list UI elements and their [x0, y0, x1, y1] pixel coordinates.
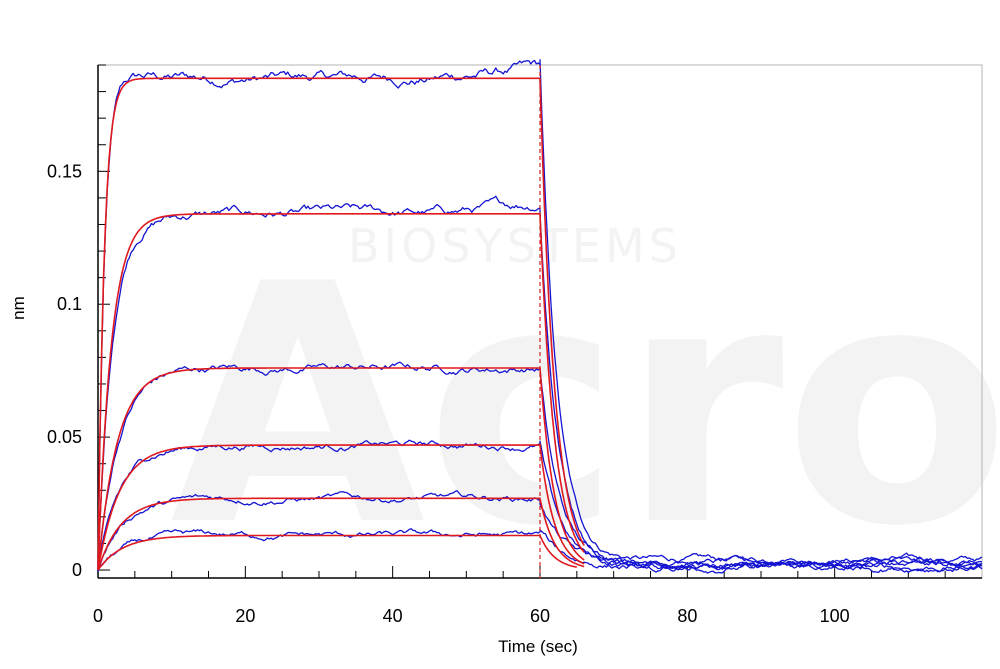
x-tick-label: 40	[383, 606, 403, 626]
fitted-curve	[97, 77, 585, 571]
measured-curve	[97, 439, 983, 574]
y-tick-label: 0.15	[47, 161, 82, 181]
y-tick-label: 0.1	[57, 294, 82, 314]
x-tick-label: 100	[820, 606, 850, 626]
fitted-curve	[97, 367, 585, 571]
series-layer	[97, 59, 983, 574]
y-tick-label: 0.05	[47, 427, 82, 447]
watermark-subtitle: BIOSYSTEMS	[348, 219, 682, 273]
fitted-curve	[97, 444, 585, 571]
y-axis-title: nm	[9, 296, 28, 320]
fitted-curve	[97, 497, 585, 571]
x-tick-label: 80	[677, 606, 697, 626]
x-tick-label: 20	[235, 606, 255, 626]
x-tick-labels: 0 20 40 60 80 100	[93, 606, 850, 626]
x-tick-label: 60	[530, 606, 550, 626]
x-tick-label: 0	[93, 606, 103, 626]
y-tick-labels: 0 0.05 0.1 0.15	[47, 161, 82, 580]
x-axis-title: Time (sec)	[498, 637, 578, 656]
fitted-curve	[97, 213, 585, 571]
y-tick-label: 0	[72, 560, 82, 580]
fitted-curve	[97, 534, 578, 571]
